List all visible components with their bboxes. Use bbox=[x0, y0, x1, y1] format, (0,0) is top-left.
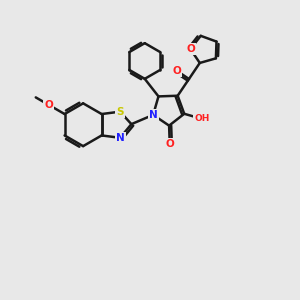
Text: O: O bbox=[186, 44, 195, 54]
Text: O: O bbox=[44, 100, 53, 110]
Text: OH: OH bbox=[194, 114, 210, 123]
Text: N: N bbox=[149, 110, 158, 120]
Text: N: N bbox=[116, 133, 124, 143]
Text: O: O bbox=[172, 66, 181, 76]
Text: O: O bbox=[165, 139, 174, 149]
Text: S: S bbox=[116, 107, 124, 117]
